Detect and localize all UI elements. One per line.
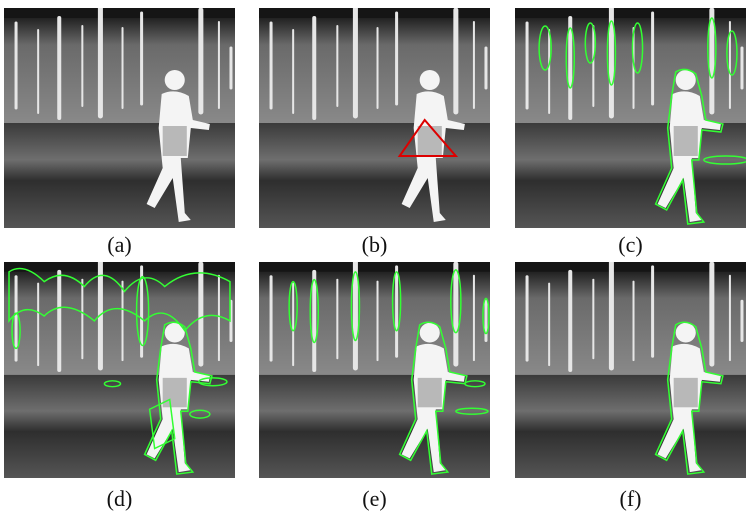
panel-e	[259, 262, 490, 478]
thermal-image	[259, 262, 490, 478]
figure: (a) (b) (c) (d)	[0, 0, 752, 518]
panel-f	[515, 262, 746, 478]
thermal-image	[4, 262, 235, 478]
panel-label: (b)	[259, 232, 490, 258]
thermal-image	[4, 8, 235, 228]
panel-c	[515, 8, 746, 228]
panel-label: (d)	[4, 486, 235, 512]
thermal-image	[259, 8, 490, 228]
thermal-image	[515, 262, 746, 478]
panel-label: (c)	[515, 232, 746, 258]
panel-b	[259, 8, 490, 228]
thermal-image	[515, 8, 746, 228]
panel-a	[4, 8, 235, 228]
panel-label: (f)	[515, 486, 746, 512]
panel-d	[4, 262, 235, 478]
panel-label: (a)	[4, 232, 235, 258]
panel-label: (e)	[259, 486, 490, 512]
